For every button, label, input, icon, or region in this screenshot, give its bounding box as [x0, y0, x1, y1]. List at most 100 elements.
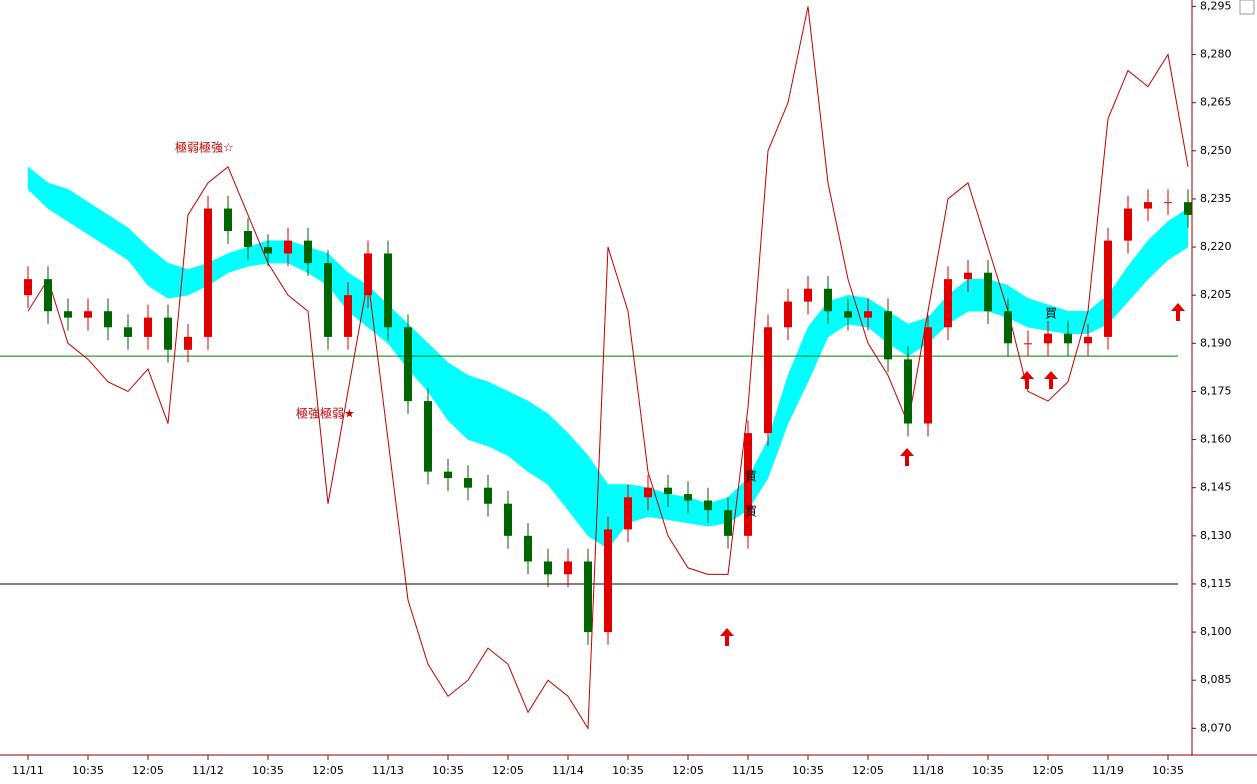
y-tick-label: 8,130: [1200, 529, 1232, 542]
candle-body: [684, 494, 692, 501]
annotation: 極弱極強☆: [175, 140, 234, 155]
cloud-segment: [47, 182, 69, 222]
y-tick-label: 8,175: [1200, 384, 1232, 397]
candle-body: [764, 327, 772, 434]
candle-layer: [24, 189, 1192, 645]
candle-body: [464, 478, 472, 488]
annotation: 買: [745, 505, 757, 519]
candle-body: [984, 272, 992, 312]
candle-body: [384, 253, 392, 328]
x-tick-label: 12:05: [132, 764, 164, 777]
candle-body: [904, 359, 912, 424]
cloud-segment: [67, 188, 89, 235]
indicator-line: [27, 6, 1189, 730]
x-tick-label: 12:05: [492, 764, 524, 777]
candle-body: [144, 317, 152, 337]
candle-body: [664, 487, 672, 495]
candle-body: [1144, 202, 1152, 209]
cloud-layer: [27, 166, 1189, 550]
candle-body: [884, 311, 892, 360]
scroll-button[interactable]: [1239, 0, 1255, 15]
y-tick-label: 8,190: [1200, 336, 1232, 349]
candle-body: [284, 240, 292, 254]
y-tick-label: 8,085: [1200, 673, 1232, 686]
candle-body: [584, 561, 592, 633]
x-tick-label: 10:35: [432, 764, 464, 777]
candle-body: [824, 288, 832, 312]
x-tick-label: 10:35: [1152, 764, 1184, 777]
cloud-segment: [167, 262, 189, 299]
x-tick-label: 10:35: [792, 764, 824, 777]
cloud-segment: [547, 413, 569, 511]
candle-body: [104, 311, 112, 328]
candle-body: [504, 503, 512, 536]
arrow: [1171, 303, 1185, 321]
y-tick-label: 8,295: [1200, 0, 1232, 12]
candle-body: [1164, 202, 1172, 204]
candle-body: [1044, 333, 1052, 344]
arrow: [720, 628, 734, 646]
candle-body: [424, 401, 432, 472]
candle-body: [804, 288, 812, 302]
candle-body: [404, 327, 412, 402]
annotation: 買: [1045, 307, 1057, 321]
cloud-segment: [107, 214, 129, 261]
y-tick-label: 8,115: [1200, 577, 1232, 590]
cloud-segment: [1167, 208, 1189, 261]
candle-body: [364, 253, 372, 296]
candle-body: [344, 295, 352, 337]
line-layer: [27, 6, 1189, 730]
x-tick-label: 11/11: [12, 764, 44, 777]
cloud-segment: [507, 391, 529, 473]
cloud-segment: [1127, 239, 1149, 303]
x-tick-label: 11/15: [732, 764, 764, 777]
x-tick-label: 12:05: [852, 764, 884, 777]
candle-body: [24, 279, 32, 296]
cloud-segment: [487, 381, 509, 457]
candle-body: [1024, 343, 1032, 345]
arrow: [1044, 371, 1058, 389]
candle-body: [924, 327, 932, 424]
y-tick-label: 8,070: [1200, 721, 1232, 734]
y-tick-label: 8,160: [1200, 433, 1232, 446]
x-tick-label: 11/12: [192, 764, 224, 777]
candle-body: [304, 240, 312, 264]
cloud-segment: [567, 432, 589, 537]
x-tick-label: 12:05: [672, 764, 704, 777]
arrow: [1020, 371, 1034, 389]
candle-body: [944, 279, 952, 328]
cloud-segment: [127, 227, 149, 287]
candle-body: [744, 433, 752, 536]
candle-body: [544, 561, 552, 575]
x-tick-label: 12:05: [1032, 764, 1064, 777]
candle-body: [164, 317, 172, 350]
candle-body: [324, 263, 332, 337]
candle-body: [1004, 311, 1012, 344]
x-tick-label: 10:35: [72, 764, 104, 777]
arrow: [900, 448, 914, 466]
candle-body: [1084, 336, 1092, 344]
x-tick-label: 10:35: [252, 764, 284, 777]
cloud-segment: [467, 375, 489, 447]
candle-body: [1184, 202, 1192, 215]
cloud-segment: [807, 300, 829, 382]
candle-body: [524, 535, 532, 562]
candle-body: [644, 487, 652, 498]
candle-body: [1064, 333, 1072, 344]
x-tick-label: 11/18: [912, 764, 944, 777]
cloud-segment: [227, 246, 249, 274]
cloud-segment: [527, 400, 549, 485]
candle-body: [224, 208, 232, 232]
x-tick-label: 12:05: [312, 764, 344, 777]
arrows: [720, 303, 1185, 646]
candle-body: [244, 231, 252, 248]
candle-body: [264, 247, 272, 254]
cloud-segment: [147, 246, 169, 299]
cloud-segment: [27, 166, 49, 210]
x-tick-label: 10:35: [972, 764, 1004, 777]
candle-body: [204, 208, 212, 337]
x-tick-label: 10:35: [612, 764, 644, 777]
x-tick-label: 11/14: [552, 764, 584, 777]
